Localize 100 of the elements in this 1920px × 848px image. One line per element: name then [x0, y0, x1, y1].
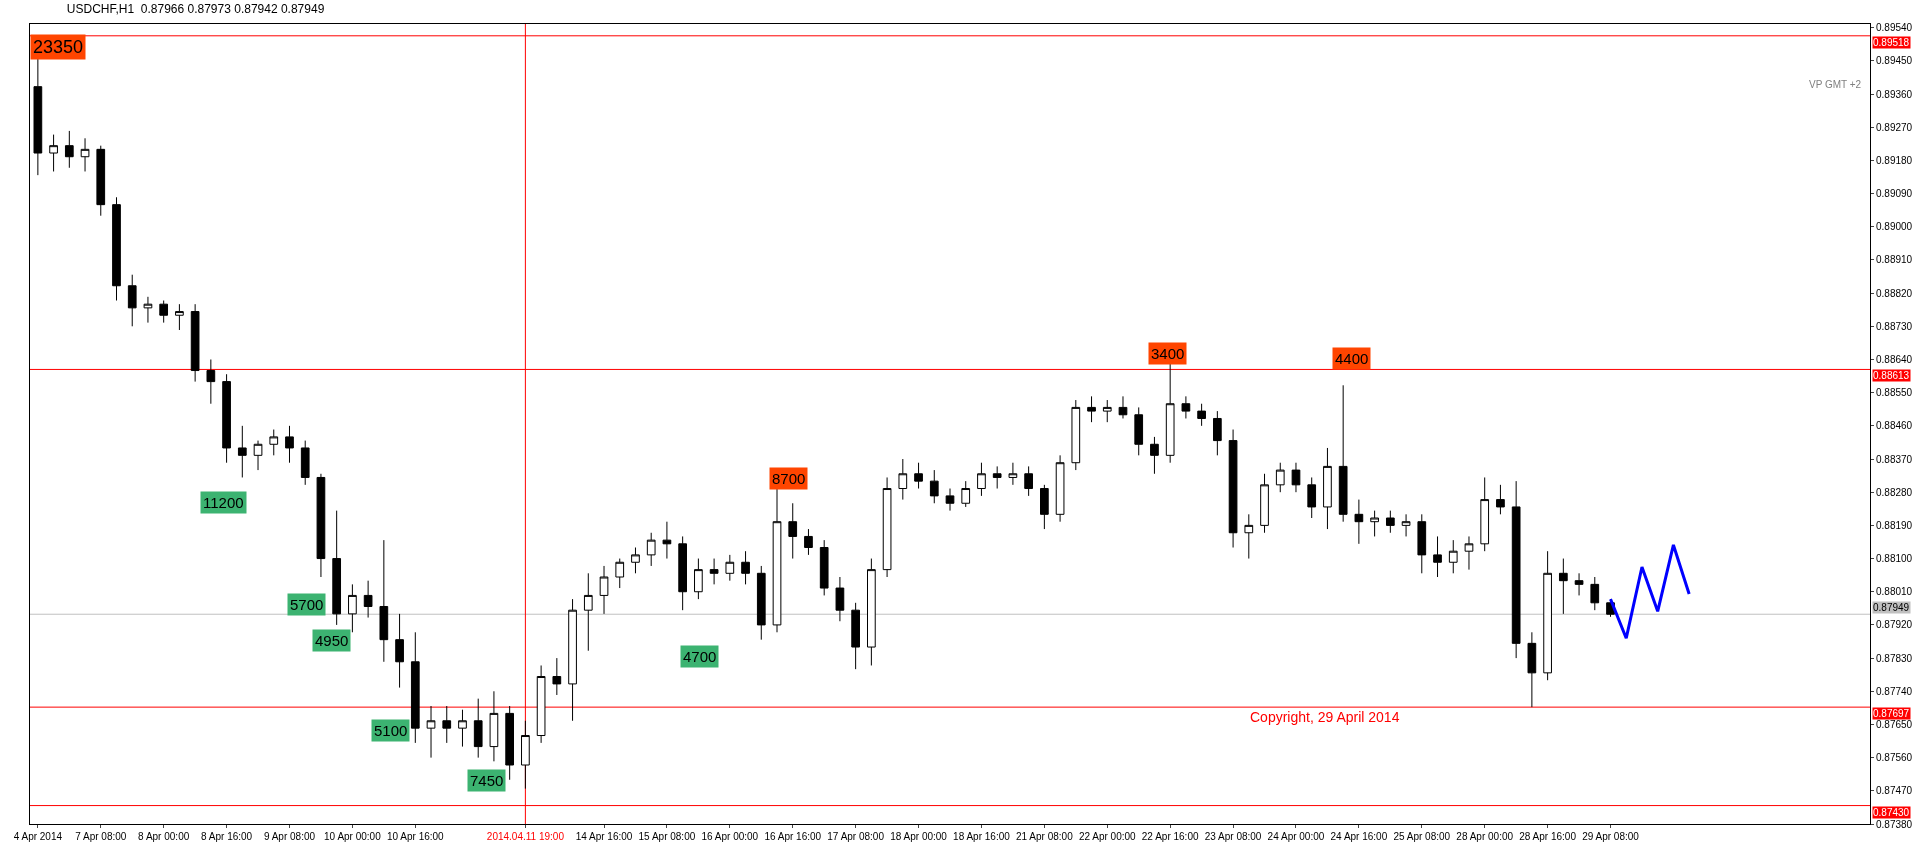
annotation: 7450 [470, 772, 504, 789]
candlestick [1370, 510, 1379, 537]
candlestick [1590, 576, 1600, 611]
candlestick [1087, 395, 1096, 423]
candlestick [882, 476, 892, 578]
y-tick-label: 0.88100 [1876, 553, 1913, 565]
candlestick [363, 580, 373, 619]
candlestick [395, 613, 404, 689]
candlestick [489, 690, 499, 762]
candlestick [851, 602, 860, 670]
candlestick [1433, 535, 1442, 578]
x-tick-label: 18 Apr 16:00 [953, 831, 1011, 842]
candlestick [1228, 429, 1238, 548]
y-tick-label: 0.87650 [1876, 718, 1913, 730]
y-tick-label: 0.88460 [1876, 420, 1913, 432]
candlestick [253, 440, 263, 471]
candlestick [1181, 395, 1191, 419]
candlestick [631, 547, 640, 574]
candlestick [190, 303, 200, 383]
candlestick [961, 480, 971, 508]
candlestick [1480, 476, 1490, 552]
x-tick-label: 22 Apr 00:00 [1078, 831, 1137, 842]
candlestick [1496, 484, 1505, 515]
candlestick [505, 705, 515, 781]
candlestick [1071, 399, 1081, 471]
candlestick [80, 137, 90, 172]
candlestick [1558, 558, 1568, 615]
candlestick [96, 145, 106, 217]
x-tick-label: 8 Apr 00:00 [138, 831, 190, 842]
y-tick-label: 0.89450 [1876, 55, 1913, 67]
candlestick [426, 705, 436, 759]
candlestick [1338, 384, 1348, 523]
candlestick [33, 57, 43, 176]
annotation: 11200 [203, 494, 244, 511]
x-tick-label: 28 Apr 00:00 [1456, 831, 1514, 842]
candlestick [741, 550, 750, 585]
chart-title: USDCHF,H1 0.87966 0.87973 0.87942 0.87949 [66, 1, 325, 16]
y-tick-label: 0.88730 [1876, 320, 1913, 332]
x-tick-label: 10 Apr 00:00 [324, 831, 382, 842]
x-tick-label: 8 Apr 16:00 [201, 831, 253, 842]
candlestick [269, 429, 279, 456]
candlestick [1543, 550, 1552, 681]
y-tick-label: 0.87470 [1876, 785, 1913, 797]
y-tick-label: 0.87920 [1876, 619, 1913, 631]
candlestick [127, 274, 137, 327]
x-tick-label: 2014.04.11 19:00 [486, 831, 565, 842]
candlestick [1574, 572, 1584, 596]
candlestick [379, 539, 389, 663]
candlestick [1197, 403, 1206, 427]
x-tick-label: 24 Apr 00:00 [1267, 831, 1325, 842]
y-tick-label: 0.89000 [1876, 221, 1913, 233]
x-tick-label: 14 Apr 16:00 [575, 831, 633, 842]
candlestick [1055, 454, 1065, 523]
candlestick [678, 535, 687, 611]
annotation: 3400 [1151, 345, 1185, 362]
candlestick [1385, 510, 1395, 534]
candlestick [1150, 436, 1159, 475]
candlestick [1244, 513, 1254, 560]
y-tick-label: 0.87830 [1876, 652, 1913, 664]
x-tick-label: 17 Apr 08:00 [827, 831, 885, 842]
x-tick-label: 9 Apr 08:00 [263, 831, 316, 842]
annotation: Copyright, 29 April 2014 [1250, 709, 1400, 725]
ref-line-label: 0.87430 [1873, 807, 1910, 818]
annotation: VP GMT +2 [1809, 79, 1862, 90]
candlestick [929, 469, 939, 504]
y-tick-label: 0.88370 [1876, 453, 1913, 465]
candlestick [615, 558, 625, 589]
y-tick-label: 0.88640 [1876, 353, 1913, 365]
candlestick [1448, 539, 1458, 574]
candlestick [1134, 406, 1144, 456]
candlestick [1511, 480, 1521, 659]
candlestick [992, 465, 1002, 490]
candlestick [867, 558, 876, 666]
candlestick [521, 720, 530, 790]
candlestick [1102, 399, 1112, 423]
y-tick-label: 0.88190 [1876, 519, 1913, 531]
x-tick-label: 28 Apr 16:00 [1519, 831, 1577, 842]
candlestick [237, 425, 247, 478]
x-tick-label: 29 Apr 08:00 [1582, 831, 1640, 842]
annotation: 4950 [315, 632, 349, 649]
candlestick [1008, 462, 1018, 486]
candlestick [772, 488, 782, 633]
candlestick [662, 521, 672, 560]
y-tick-label: 0.88010 [1876, 586, 1913, 598]
y-tick-label: 0.87380 [1876, 818, 1913, 830]
candlestick [316, 473, 326, 578]
candlestick [285, 425, 294, 464]
candlestick [646, 532, 656, 567]
candlestick [332, 510, 342, 626]
candlestick [64, 130, 74, 169]
annotation: 4700 [683, 648, 717, 665]
candlestick [1213, 410, 1222, 456]
y-tick-label: 0.87740 [1876, 685, 1913, 697]
y-tick-label: 0.89090 [1876, 188, 1913, 200]
annotation: 23350 [33, 37, 84, 57]
candlestick [835, 576, 845, 622]
candlestick [473, 698, 483, 759]
candlestick [914, 462, 923, 490]
candlestick [1260, 473, 1269, 534]
y-tick-label: 0.87560 [1876, 752, 1913, 764]
